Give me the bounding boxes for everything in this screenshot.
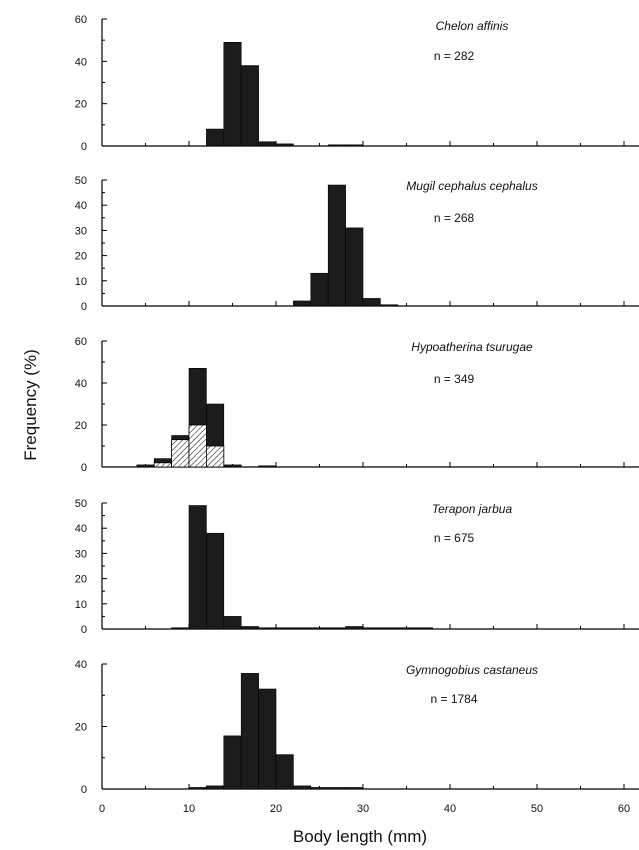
histogram-bar (275, 754, 294, 790)
histogram-bar (310, 627, 329, 630)
sample-size-label: n = 1784 (430, 692, 477, 706)
histogram-bar (240, 673, 259, 790)
histogram-bar (258, 688, 277, 790)
x-tick-label: 10 (183, 803, 195, 815)
species-label: Hypoatherina tsurugae (411, 340, 533, 354)
y-tick-label: 0 (81, 784, 87, 796)
sample-size-label: n = 675 (434, 531, 475, 545)
histogram-bar (327, 184, 346, 307)
histogram-bar (362, 627, 381, 630)
panel-0: 0 20 40 60 Chelon affinis n = 282 (75, 14, 639, 153)
histogram-bar (327, 787, 346, 790)
panel-2: 0 20 40 60 Hypoatherina tsurugae n = 349 (75, 336, 639, 474)
histogram-bar (327, 144, 346, 147)
histogram-bar (380, 304, 399, 307)
histogram-bar (188, 787, 207, 790)
y-tick-label: 40 (75, 659, 87, 671)
histogram-bar (293, 785, 312, 790)
sample-size-label: n = 268 (434, 211, 475, 225)
y-tick-label: 40 (75, 523, 87, 535)
histogram-bar (345, 144, 364, 147)
species-label: Terapon jarbua (432, 502, 513, 516)
y-tick-label: 20 (75, 251, 87, 263)
y-tick-label: 40 (75, 200, 87, 212)
histogram-bar (136, 464, 155, 468)
y-tick-label: 50 (75, 175, 87, 187)
x-tick-label: 60 (618, 803, 630, 815)
y-tick-label: 0 (81, 462, 87, 474)
x-tick-label: 0 (99, 803, 105, 815)
sample-size-label: n = 282 (434, 49, 475, 63)
y-tick-label: 50 (75, 498, 87, 510)
histogram-bar (397, 627, 416, 630)
y-tick-label: 20 (75, 99, 87, 111)
y-tick-label: 10 (75, 599, 87, 611)
y-tick-label: 30 (75, 548, 87, 560)
panel-4: 0 20 40 Gymnogobius castaneus n = 1784 (75, 659, 639, 796)
histogram-bar (275, 627, 294, 630)
panel-1: 0 10 20 30 40 50 Mugil cephalus cephalus n = 26… (75, 175, 639, 313)
y-axis-title: Frequency (%) (21, 349, 40, 460)
y-tick-label: 40 (75, 56, 87, 68)
histogram-bar (206, 785, 225, 790)
y-tick-label: 0 (81, 141, 87, 153)
x-axis-title: Body length (mm) (293, 827, 427, 846)
histogram-bar (240, 65, 259, 147)
histogram-bar (310, 272, 329, 307)
hatched-bar (171, 439, 190, 468)
y-tick-label: 20 (75, 420, 87, 432)
histogram-bar (327, 627, 346, 630)
histogram-bar (258, 141, 277, 147)
histogram-bar (275, 143, 294, 147)
panels-group: 0 20 40 60 Chelon affinis n = 282 0 10 20 30 40 50 M… (75, 14, 639, 815)
histogram-bar (223, 41, 242, 147)
histogram-bar (345, 626, 364, 630)
histogram-bar (293, 300, 312, 307)
histogram-bar (345, 787, 364, 790)
histogram-bar (310, 787, 329, 790)
x-tick-label: 20 (270, 803, 282, 815)
y-tick-label: 20 (75, 722, 87, 734)
y-tick-label: 20 (75, 574, 87, 586)
histogram-bar (293, 627, 312, 630)
histogram-bar (171, 627, 190, 630)
histogram-bar (223, 464, 242, 468)
histogram-bar (223, 735, 242, 790)
x-tick-label: 50 (531, 803, 543, 815)
histogram-bar (345, 227, 364, 307)
y-tick-label: 0 (81, 301, 87, 313)
histogram-bar (188, 505, 207, 630)
histogram-bar (380, 627, 399, 630)
x-tick-label: 30 (357, 803, 369, 815)
y-tick-label: 10 (75, 276, 87, 288)
histogram-bar (258, 465, 277, 468)
y-tick-label: 60 (75, 14, 87, 26)
histogram-bar (206, 532, 225, 630)
x-tick-label: 40 (444, 803, 456, 815)
hatched-bar (153, 462, 172, 468)
species-label: Chelon affinis (436, 19, 509, 33)
y-tick-label: 60 (75, 336, 87, 348)
histogram-bar (258, 627, 277, 630)
species-label: Mugil cephalus cephalus (406, 179, 537, 193)
histogram-bar (206, 128, 225, 147)
histogram-bar (362, 298, 381, 307)
histogram-bar (414, 627, 433, 630)
panel-3: 0 10 20 30 40 50 Terapon jarbua n = 675 (75, 498, 639, 636)
sample-size-label: n = 349 (434, 372, 475, 386)
histogram-bar (240, 626, 259, 630)
y-tick-label: 0 (81, 624, 87, 636)
hatched-bar (188, 424, 207, 468)
species-label: Gymnogobius castaneus (406, 663, 538, 677)
histogram-bar (223, 616, 242, 630)
hatched-bar (205, 445, 225, 468)
y-tick-label: 30 (75, 225, 87, 237)
y-tick-label: 40 (75, 378, 87, 390)
